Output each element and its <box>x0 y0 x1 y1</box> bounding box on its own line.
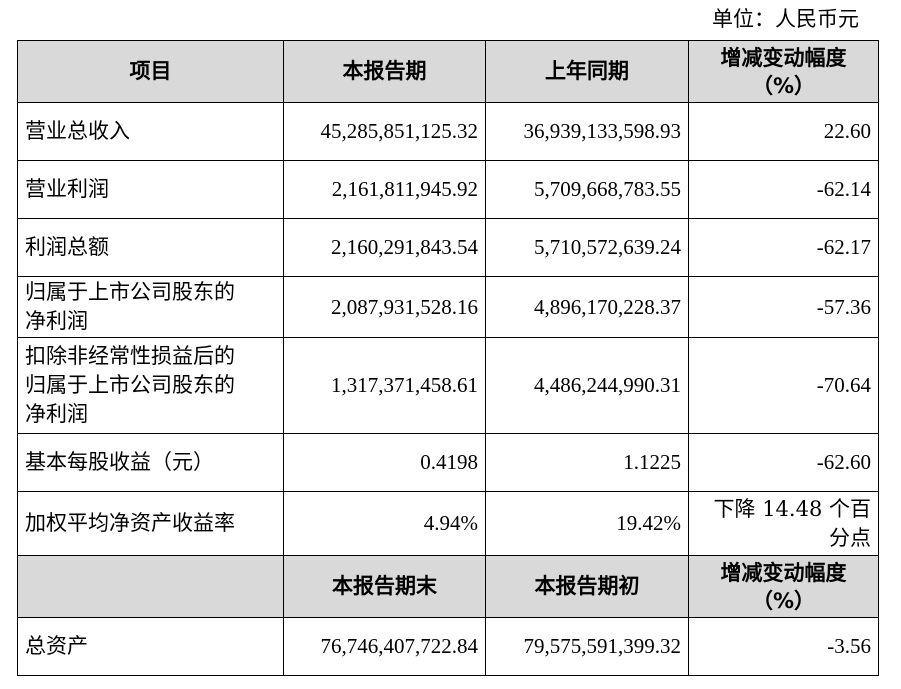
header-item: 项目 <box>17 40 284 103</box>
header2-period-start: 本报告期初 <box>485 555 689 618</box>
table-row: 利润总额 2,160,291,843.54 5,710,572,639.24 -… <box>17 218 879 277</box>
row-previous: 4,486,244,990.31 <box>485 337 689 434</box>
table-row: 扣除非经常性损益后的 归属于上市公司股东的 净利润 1,317,371,458.61… <box>17 337 879 434</box>
header-row: 项目 本报告期 上年同期 增减变动幅度 （%） <box>17 40 879 103</box>
row-current: 2,161,811,945.92 <box>283 160 486 219</box>
row-current: 0.4198 <box>283 433 486 492</box>
financial-summary-table: 项目 本报告期 上年同期 增减变动幅度 （%） 营业总收入 45,285,851,… <box>17 40 879 676</box>
row-change: -62.60 <box>688 433 879 492</box>
row-change: -62.14 <box>688 160 879 219</box>
row-previous: 19.42% <box>485 491 689 556</box>
header2-change: 增减变动幅度 （%） <box>688 555 879 618</box>
header-change: 增减变动幅度 （%） <box>688 40 879 103</box>
row-item-line: 净利润 <box>25 309 88 333</box>
header2-item <box>17 555 284 618</box>
row-current: 2,160,291,843.54 <box>283 218 486 277</box>
row-item: 归属于上市公司股东的 净利润 <box>17 276 284 338</box>
row-current: 1,317,371,458.61 <box>283 337 486 434</box>
header-change-line2: （%） <box>751 73 816 98</box>
row-current: 4.94% <box>283 491 486 556</box>
row-previous: 36,939,133,598.93 <box>485 102 689 161</box>
row-previous: 1.1225 <box>485 433 689 492</box>
table-row: 归属于上市公司股东的 净利润 2,087,931,528.16 4,896,170… <box>17 276 879 338</box>
table-row: 基本每股收益（元） 0.4198 1.1225 -62.60 <box>17 433 879 492</box>
row-item: 营业总收入 <box>17 102 284 161</box>
unit-label: 单位：人民币元 <box>712 7 859 31</box>
row-change: -70.64 <box>688 337 879 434</box>
row-change: 22.60 <box>688 102 879 161</box>
row-change-note: 下降 14.48 个百分点 <box>688 491 879 556</box>
header-prior-period: 上年同期 <box>485 40 689 103</box>
table-row: 营业总收入 45,285,851,125.32 36,939,133,598.9… <box>17 102 879 161</box>
row-current: 45,285,851,125.32 <box>283 102 486 161</box>
table-row: 营业利润 2,161,811,945.92 5,709,668,783.55 -… <box>17 160 879 219</box>
table-row: 总资产 76,746,407,722.84 79,575,591,399.32 … <box>17 617 879 676</box>
row-change-note-line: 分点 <box>829 525 871 550</box>
row-item: 扣除非经常性损益后的 归属于上市公司股东的 净利润 <box>17 337 284 434</box>
row-item-line: 归属于上市公司股东的 <box>25 373 235 397</box>
row-change: -3.56 <box>688 617 879 676</box>
row-item-line: 扣除非经常性损益后的 <box>25 344 235 368</box>
row-item-line: 净利润 <box>25 402 88 426</box>
row-previous: 5,709,668,783.55 <box>485 160 689 219</box>
header-current-period: 本报告期 <box>283 40 486 103</box>
header2-change-line2: （%） <box>751 588 816 613</box>
row-item: 基本每股收益（元） <box>17 433 284 492</box>
row-previous: 5,710,572,639.24 <box>485 218 689 277</box>
row-item: 利润总额 <box>17 218 284 277</box>
header2-change-line1: 增减变动幅度 <box>720 560 847 585</box>
row-change: -57.36 <box>688 276 879 338</box>
row-current: 2,087,931,528.16 <box>283 276 486 338</box>
row-previous: 79,575,591,399.32 <box>485 617 689 676</box>
row-change-note-line: 下降 14.48 个百 <box>713 496 871 521</box>
table-row: 加权平均净资产收益率 4.94% 19.42% 下降 14.48 个百分点 <box>17 491 879 556</box>
row-current: 76,746,407,722.84 <box>283 617 486 676</box>
row-change: -62.17 <box>688 218 879 277</box>
row-item: 营业利润 <box>17 160 284 219</box>
row-previous: 4,896,170,228.37 <box>485 276 689 338</box>
header-change-line1: 增减变动幅度 <box>720 45 847 70</box>
row-item: 加权平均净资产收益率 <box>17 491 284 556</box>
header2-period-end: 本报告期末 <box>283 555 486 618</box>
row-item: 总资产 <box>17 617 284 676</box>
header-row-2: 本报告期末 本报告期初 增减变动幅度 （%） <box>17 555 879 618</box>
row-item-line: 归属于上市公司股东的 <box>25 280 235 304</box>
